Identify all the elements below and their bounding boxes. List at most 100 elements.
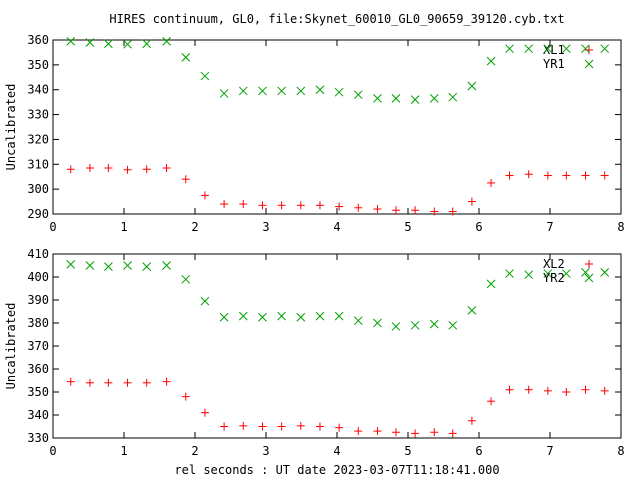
plus-point	[467, 197, 476, 206]
cross-point	[123, 39, 132, 49]
x-tick-label: 0	[49, 444, 56, 458]
y-tick-label: 330	[27, 431, 49, 445]
y-tick-label: 400	[27, 270, 49, 284]
plus-point	[524, 170, 533, 179]
plus-point	[524, 385, 533, 394]
cross-point	[448, 320, 458, 330]
plus-point	[142, 165, 151, 174]
plus-point	[600, 171, 609, 180]
cross-point	[429, 319, 439, 329]
plus-point	[239, 421, 248, 430]
x-tick-label: 7	[546, 444, 553, 458]
legend-label: YR1	[543, 57, 565, 71]
plus-point	[220, 200, 229, 209]
x-tick-label: 6	[475, 220, 482, 234]
y-tick-label: 310	[27, 157, 49, 171]
cross-point	[581, 44, 590, 54]
plus-point	[85, 378, 94, 387]
plus-point	[162, 164, 171, 173]
plot-frame	[52, 253, 622, 439]
cross-point	[467, 81, 477, 91]
plus-point	[430, 207, 439, 216]
cross-point	[162, 261, 171, 270]
cross-point	[277, 86, 286, 96]
plus-point	[411, 206, 420, 215]
legend-marker	[584, 59, 594, 69]
plus-point	[430, 428, 439, 437]
plus-point	[277, 422, 286, 431]
plus-point	[162, 377, 171, 386]
cross-point	[373, 94, 382, 103]
plus-point	[505, 385, 514, 394]
y-axis-label: Uncalibrated	[4, 84, 18, 171]
plus-point	[335, 202, 344, 211]
plus-point	[181, 175, 190, 184]
plus-point	[335, 423, 344, 432]
y-tick-label: 350	[27, 385, 49, 399]
plus-point	[66, 377, 75, 386]
cross-point	[296, 86, 306, 96]
cross-point	[600, 268, 610, 277]
plus-point	[600, 386, 609, 395]
cross-point	[543, 44, 553, 54]
legend-marker	[585, 260, 593, 268]
cross-point	[258, 312, 267, 322]
plus-point	[581, 171, 590, 180]
cross-point	[581, 268, 590, 277]
y-tick-label: 370	[27, 339, 49, 353]
legend-label: XL1	[543, 43, 565, 57]
plus-point	[487, 178, 496, 187]
plus-point	[315, 422, 324, 431]
x-tick-label: 6	[475, 444, 482, 458]
x-tick-label: 8	[617, 444, 624, 458]
plus-point	[354, 427, 363, 436]
cross-point	[219, 312, 229, 322]
plus-point	[181, 392, 190, 401]
plus-point	[258, 201, 267, 210]
plus-point	[505, 171, 514, 180]
y-tick-label: 390	[27, 293, 49, 307]
y-tick-label: 360	[27, 33, 49, 47]
cross-point	[524, 270, 534, 280]
cross-point	[505, 44, 514, 54]
plus-point	[391, 428, 400, 437]
legend-label: XL2	[543, 257, 565, 271]
cross-point	[200, 71, 210, 81]
plus-point	[239, 200, 248, 209]
cross-point	[334, 311, 344, 321]
plus-point	[296, 421, 305, 430]
y-tick-label: 410	[27, 247, 49, 261]
x-tick-label: 5	[404, 220, 411, 234]
cross-point	[123, 261, 132, 270]
y-tick-label: 360	[27, 362, 49, 376]
plus-point	[562, 171, 571, 180]
top-chart-panel: 290 300 310 320 330 340 350 360 0 1 2 3 4 5 6 7 8 Uncalib…	[4, 33, 625, 234]
cross-point	[561, 44, 571, 54]
cross-point	[85, 38, 95, 47]
cross-point	[219, 89, 229, 98]
cross-point	[373, 318, 382, 328]
plus-point	[220, 422, 229, 431]
cross-point	[238, 86, 248, 96]
cross-point	[391, 94, 401, 103]
plus-point	[315, 201, 324, 210]
plus-point	[467, 416, 476, 425]
cross-point	[334, 87, 344, 97]
y-tick-label: 380	[27, 316, 49, 330]
plus-point	[200, 408, 209, 417]
cross-point	[448, 92, 458, 102]
cross-point	[142, 262, 152, 272]
cross-point	[277, 311, 286, 321]
plus-point	[85, 164, 94, 173]
cross-point	[486, 56, 496, 66]
cross-point	[258, 86, 267, 96]
plus-point	[277, 201, 286, 210]
plus-point	[562, 388, 571, 396]
cross-point	[315, 311, 325, 321]
cross-point	[296, 312, 306, 322]
y-tick-label: 300	[27, 182, 49, 196]
cross-point	[238, 311, 248, 321]
plus-point	[581, 385, 590, 394]
cross-point	[600, 44, 610, 54]
